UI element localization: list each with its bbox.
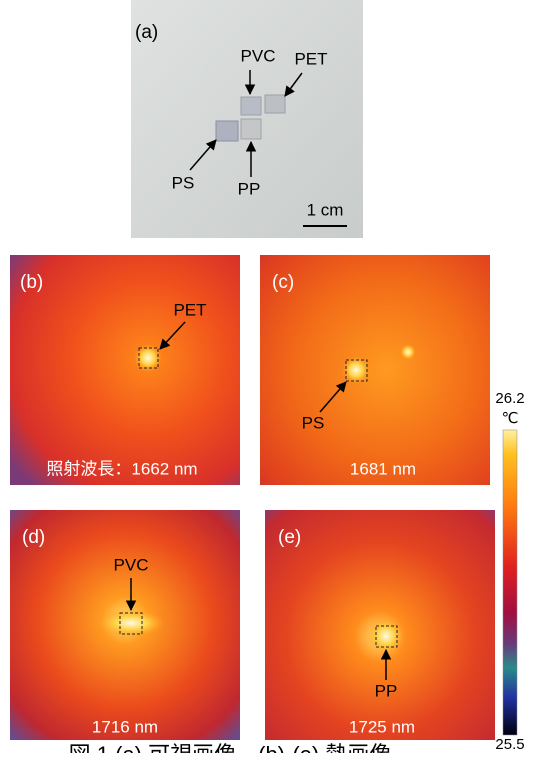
sample xyxy=(241,97,261,115)
panel-label: (b) xyxy=(20,272,43,293)
caption: 1725 nm xyxy=(349,717,415,736)
panel-label: (d) xyxy=(22,527,45,548)
colorbar-min: 25.5 xyxy=(495,736,524,753)
figure-caption: 図 1 (a) 可視画像，(b)-(e) 熱画像 xyxy=(69,742,392,753)
colorbar-unit: ℃ xyxy=(502,410,519,427)
colorbar-max: 26.2 xyxy=(495,390,524,407)
hot-spot xyxy=(400,344,416,360)
label: PET xyxy=(294,49,327,68)
hot-spot xyxy=(368,618,404,654)
label: PS xyxy=(302,413,325,432)
scale-label: 1 cm xyxy=(307,200,344,219)
sample xyxy=(241,119,261,139)
hot-spot xyxy=(134,344,162,372)
sample xyxy=(265,95,285,113)
thermal-image xyxy=(260,255,490,485)
thermal-image xyxy=(10,255,240,485)
label: PP xyxy=(375,681,398,700)
panel-label: (a) xyxy=(135,22,158,43)
label: PVC xyxy=(114,555,149,574)
panel-label: (c) xyxy=(272,272,294,293)
sample xyxy=(216,121,238,141)
colorbar xyxy=(503,430,517,735)
figure: (a) PVC PET PS PP 1 cm (b) PET 照射波長：1662… xyxy=(0,0,539,753)
caption: 1681 nm xyxy=(350,459,416,478)
label: PVC xyxy=(241,46,276,65)
page: (a) PVC PET PS PP 1 cm (b) PET 照射波長：1662… xyxy=(0,0,539,753)
caption: 照射波長：1662 nm xyxy=(46,459,197,478)
caption: 1716 nm xyxy=(92,717,158,736)
label: PP xyxy=(238,179,261,198)
label: PET xyxy=(173,300,206,319)
label: PS xyxy=(172,173,195,192)
panel-label: (e) xyxy=(278,527,301,548)
